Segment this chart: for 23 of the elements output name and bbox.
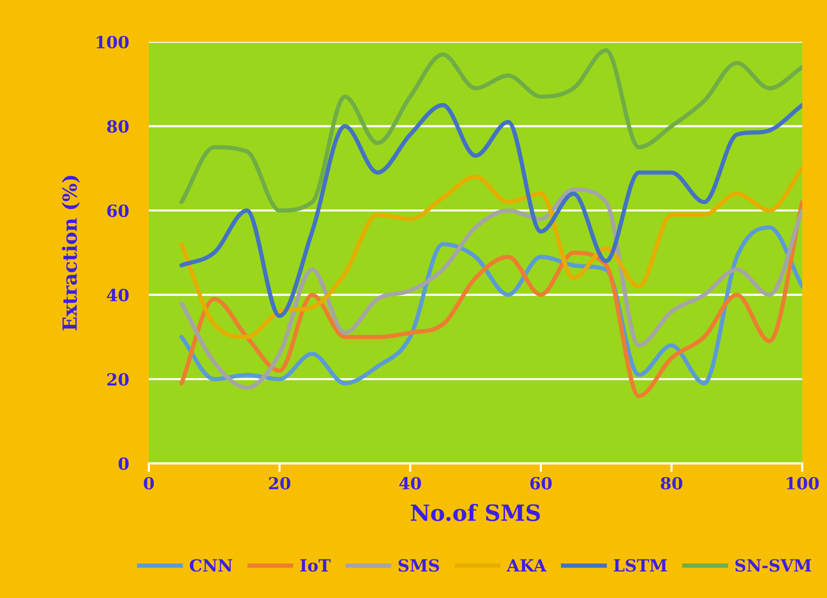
line-series <box>179 103 802 318</box>
x-tick-label: 80 <box>660 476 682 490</box>
x-tick-label: 0 <box>144 476 154 490</box>
y-axis-title: Extraction (%) <box>62 176 80 330</box>
x-tick-label: 20 <box>269 476 290 490</box>
y-tick-label: 20 <box>107 373 129 386</box>
y-tick-label: 100 <box>96 36 129 48</box>
legend-label: AKA <box>506 559 547 572</box>
legend-label: LSTM <box>614 559 667 572</box>
x-tick-label: 60 <box>530 476 552 490</box>
y-tick-label: 0 <box>118 457 129 470</box>
y-tick-label: 60 <box>107 204 129 218</box>
x-tick-label: 100 <box>786 476 819 490</box>
legend-label: IoT <box>300 559 331 572</box>
line-series <box>179 166 802 340</box>
x-tick-label: 40 <box>399 476 422 490</box>
y-tick-label: 80 <box>107 120 129 133</box>
line-series <box>179 48 802 213</box>
y-tick-label: 40 <box>106 288 129 302</box>
x-axis-title: No.of SMS <box>410 504 540 522</box>
legend-label: CNN <box>190 559 232 572</box>
legend-label: SN-SVM <box>735 559 812 572</box>
legend-label: SMS <box>398 559 440 572</box>
